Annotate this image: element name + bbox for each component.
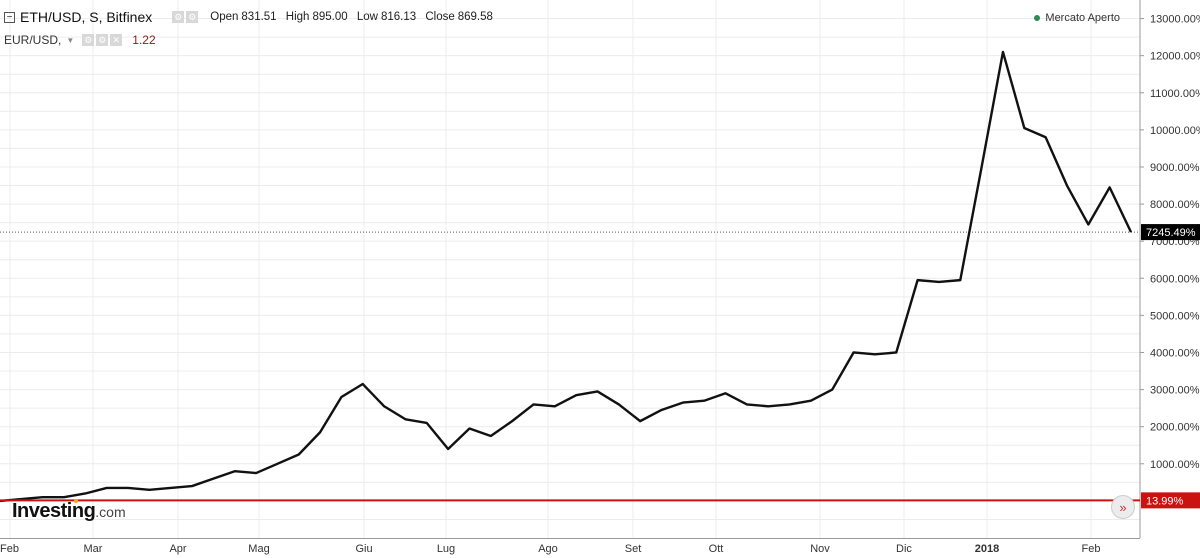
scroll-to-latest-button[interactable]: » xyxy=(1111,495,1135,519)
x-tick-label: Set xyxy=(625,543,642,555)
y-tick-label: 11000.00% xyxy=(1150,88,1200,100)
investing-logo: Investing.com xyxy=(12,499,126,523)
compare-value-badge-bg xyxy=(1141,492,1200,509)
y-tick-label: 1000.00% xyxy=(1150,459,1200,471)
y-tick-label: 2000.00% xyxy=(1150,422,1200,434)
ohlc-high-label: High xyxy=(285,11,310,23)
eth-usd-series-line xyxy=(0,50,1133,503)
compare-value: 1.22 xyxy=(132,33,156,47)
main-symbol[interactable]: ETH/USD, S, Bitfinex xyxy=(20,9,153,25)
gear-icon[interactable]: ⚙ xyxy=(186,11,199,23)
x-tick-label: 2018 xyxy=(975,543,999,555)
double-chevron-right-icon: » xyxy=(1119,499,1127,515)
x-tick-label: Apr xyxy=(169,543,186,555)
ohlc-low-label: Low xyxy=(356,11,378,23)
x-tick-label: Giu xyxy=(355,543,372,555)
compare-value-badge: 13.99% xyxy=(1141,492,1200,509)
x-tick-label: Mar xyxy=(84,543,103,555)
compare-value-badge-text: 13.99% xyxy=(1146,495,1184,507)
ohlc-high-value: 895.00 xyxy=(312,11,348,23)
x-tick-label: Nov xyxy=(810,543,830,555)
main-symbol-row: − ETH/USD, S, Bitfinex ⚙ ⚙ Open 831.51 Hi… xyxy=(4,8,499,26)
market-status-label: Mercato Aperto xyxy=(1045,12,1120,24)
status-dot-icon xyxy=(1034,15,1041,21)
ohlc-readout: Open 831.51 High 895.00 Low 816.13 Close 869… xyxy=(210,11,499,23)
compare-symbol[interactable]: EUR/USD, xyxy=(4,33,62,47)
last-value-badge: 7245.49% xyxy=(1141,224,1200,241)
ohlc-open-label: Open xyxy=(210,11,239,23)
y-tick-label: 8000.00% xyxy=(1150,199,1200,211)
logo-accent-icon xyxy=(74,499,78,503)
market-status: Mercato Aperto xyxy=(1034,12,1120,24)
ohlc-open-value: 831.51 xyxy=(241,11,277,23)
y-tick-label: 13000.00% xyxy=(1150,14,1200,26)
ohlc-close-value: 869.58 xyxy=(457,11,493,23)
collapse-icon[interactable]: − xyxy=(4,11,15,23)
gear-icon[interactable]: ⚙ xyxy=(96,34,109,46)
close-icon[interactable]: ✕ xyxy=(110,34,123,46)
last-value-badge-bg xyxy=(1141,224,1200,241)
y-tick-label: 9000.00% xyxy=(1150,162,1200,174)
x-tick-label: Feb xyxy=(0,543,19,555)
x-tick-label: Dic xyxy=(896,543,912,555)
y-tick-label: 6000.00% xyxy=(1150,273,1200,285)
y-tick-label: 3000.00% xyxy=(1150,385,1200,397)
y-tick-label: 12000.00% xyxy=(1150,51,1200,63)
logo-brand: Investing xyxy=(12,500,96,522)
y-tick-label: 5000.00% xyxy=(1150,310,1200,322)
ohlc-close-label: Close xyxy=(425,11,455,23)
settings-icon[interactable]: ⚙ xyxy=(82,34,95,46)
x-tick-label: Feb xyxy=(1082,543,1101,555)
logo-suffix: .com xyxy=(95,504,126,520)
settings-icon[interactable]: ⚙ xyxy=(172,11,185,23)
compare-symbol-row: EUR/USD, ▼ ⚙ ⚙ ✕ 1.22 xyxy=(4,31,156,49)
x-tick-label: Lug xyxy=(437,543,455,555)
y-tick-label: 10000.00% xyxy=(1150,125,1200,137)
y-tick-label: 4000.00% xyxy=(1150,347,1200,359)
x-tick-label: Ago xyxy=(538,543,558,555)
ohlc-low-value: 816.13 xyxy=(380,11,417,23)
x-tick-label: Ott xyxy=(709,543,724,555)
x-tick-label: Mag xyxy=(248,543,269,555)
last-value-badge-text: 7245.49% xyxy=(1146,227,1196,239)
chevron-down-icon[interactable]: ▼ xyxy=(66,35,75,45)
